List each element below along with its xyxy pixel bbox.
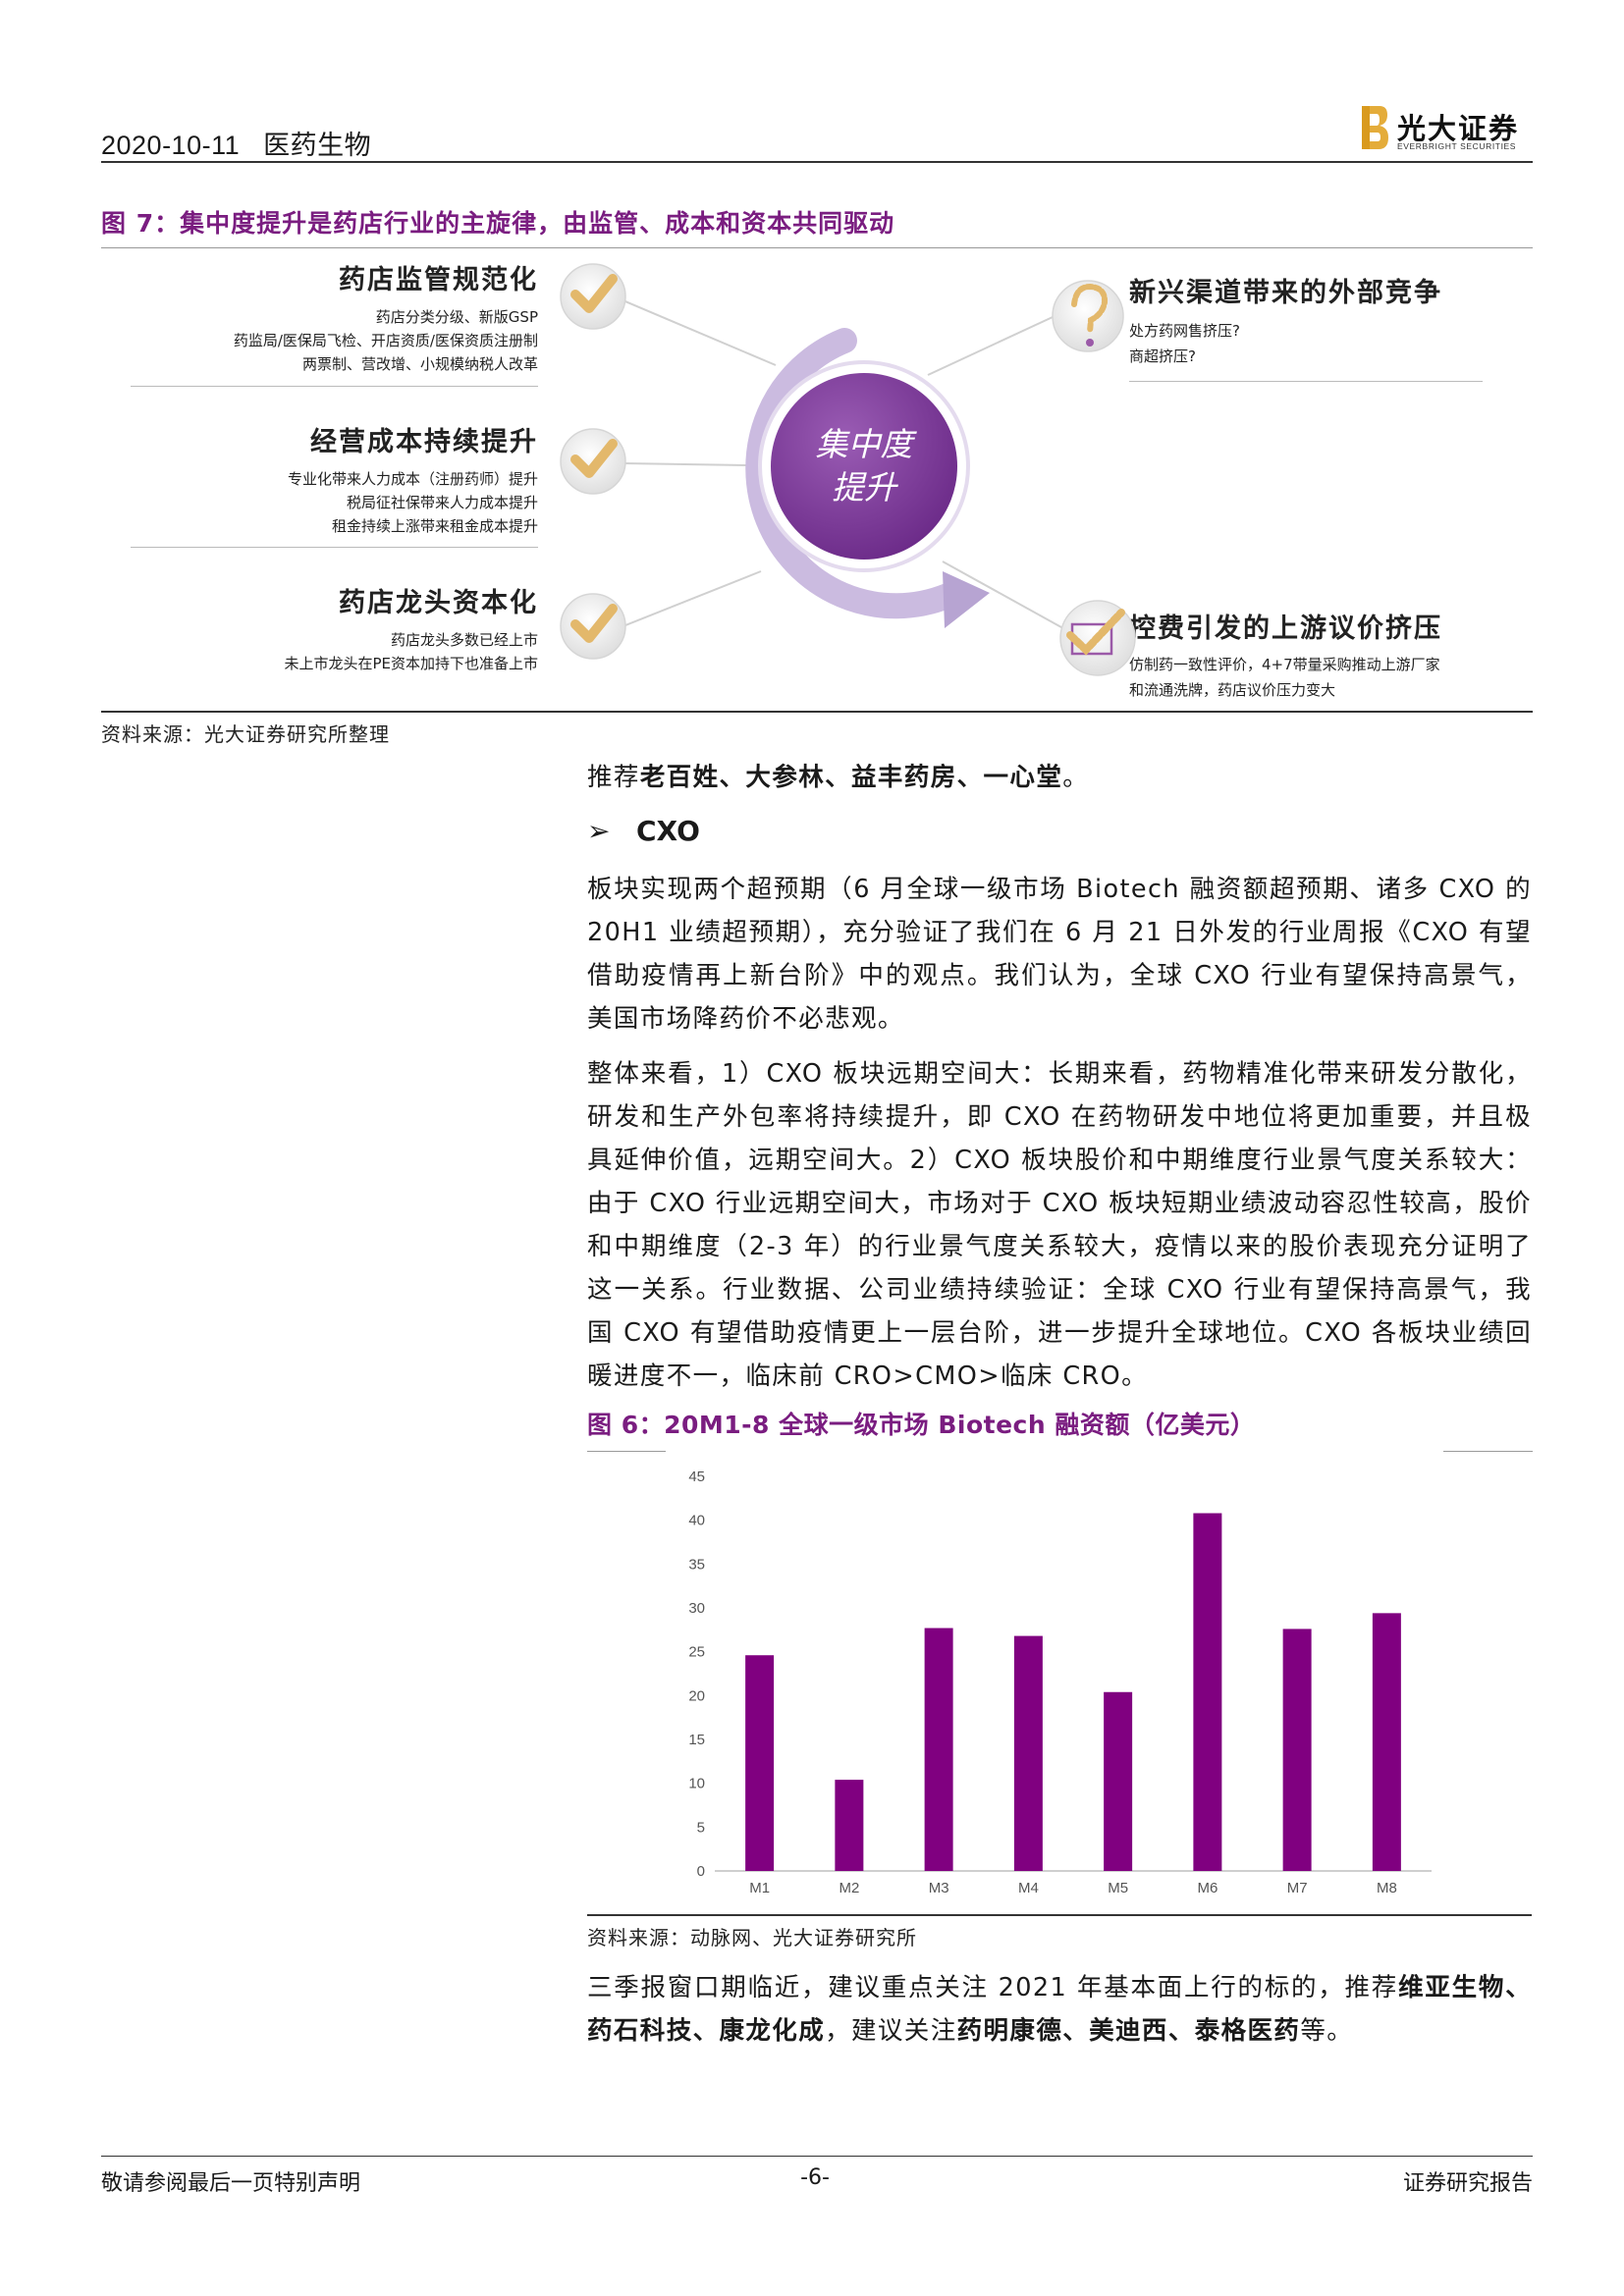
fig7-left-line-1-1: 药店分类分级、新版GSP [375,308,538,326]
fig7-left-line-3-2: 未上市龙头在PE资本加持下也准备上市 [284,655,538,672]
biotech-funding-chart: 0 5 10 15 20 25 30 35 40 45 M1 M2 M3 M4 M5 M6 M7 M8 [688,1468,1432,1896]
figure6-title: 图 6：20M1-8 全球一级市场 Biotech 融资额（亿美元） [587,1411,1256,1439]
center-circle [771,373,957,560]
page-number: -6- [800,2165,830,2190]
recommend-prefix: 推荐 [587,763,640,792]
fig7-right-head-1: 新兴渠道带来的外部竞争 [1129,278,1442,308]
bar-m7 [1282,1629,1312,1871]
y-tick-label: 0 [697,1863,705,1880]
bar-m8 [1372,1613,1401,1871]
y-tick-label: 10 [688,1776,705,1792]
header-date: 2020-10-11 [101,131,241,160]
y-tick-label: 25 [688,1644,705,1661]
x-tick-label: M1 [749,1880,770,1896]
x-tick-label: M7 [1287,1880,1308,1896]
check-circle-icon [560,263,626,330]
y-tick-label: 30 [688,1600,705,1617]
header-sector: 医药生物 [263,131,372,160]
bar-m5 [1104,1691,1133,1871]
cxo-paragraph-2: 整体来看，1）CXO 板块远期空间大：长期来看，药物精准化带来研发分散化，研发和… [587,1059,1532,1391]
figure7-source: 资料来源：光大证券研究所整理 [101,722,390,746]
recommend-suffix: 。 [1062,763,1090,792]
fig7-left-line-2-2: 税局征社保带来人力成本提升 [346,494,538,511]
fig7-right-sep-1 [1129,381,1483,382]
logo-en: EVERBRIGHT SECURITIES [1397,141,1517,151]
header-date-sector: 2020-10-11 医药生物 [101,124,371,162]
connector-line [620,462,747,466]
header-rule [101,161,1533,163]
y-tick-label: 20 [688,1687,705,1704]
fig7-right-line-2-1: 仿制药一致性评价，4+7带量采购推动上游厂家 [1129,656,1440,673]
logo-mark-icon [1362,106,1388,149]
figure7-top-rule [101,247,1533,248]
recommend-paragraph: 推荐老百姓、大参林、益丰药房、一心堂。 [587,756,1532,799]
x-tick-label: M3 [929,1880,949,1896]
x-tick-label: M5 [1108,1880,1128,1896]
center-label-1: 集中度 [816,425,918,463]
bar-m3 [924,1628,953,1871]
figure6-bottom-rule [587,1914,1532,1916]
p3-watch-names: 药明康德、美迪西、泰格医药 [956,2016,1301,2046]
logo-name: 光大证券 [1397,112,1520,145]
fig7-left-sep-1 [131,386,538,387]
cxo-heading-row: ➢ CXO [587,815,700,847]
fig7-left-line-2-3: 租金持续上涨带来租金成本提升 [331,517,538,535]
fig7-left-line-1-3: 两票制、营改增、小规模纳税人改革 [301,355,538,373]
check-circle-icon [560,428,626,495]
fig7-right-head-2: 控费引发的上游议价挤压 [1129,614,1442,644]
p3-recommend-names: 维亚生物、药石科技、康龙化成 [587,1973,1532,2046]
y-tick-label: 15 [688,1732,705,1748]
footer-report-type: 证券研究报告 [1402,2171,1533,2196]
x-tick-label: M8 [1377,1880,1397,1896]
figure6-top-rule-right [1443,1451,1533,1452]
p3-text-e: 等。 [1300,2016,1354,2046]
arc-arrow-icon [943,571,990,628]
p3-text-a: 三季报窗口期临近，建议重点关注 2021 年基本面上行的标的，推荐 [587,1973,1399,2002]
cycle-arc [745,328,960,619]
figure6-top-rule-left [587,1451,666,1452]
footer-rule [101,2156,1533,2157]
fig7-right-line-1-2: 商超挤压? [1129,347,1196,365]
check-circle-icon [560,593,626,660]
connector-line [942,561,1071,633]
cxo-heading: CXO [636,815,700,847]
fig7-right-line-2-2: 和流通洗牌，药店议价压力变大 [1129,681,1336,699]
fig7-left-head-2: 经营成本持续提升 [310,427,538,457]
figure7-bottom-rule [101,711,1533,713]
fig7-right-line-1-1: 处方药网售挤压? [1129,322,1240,340]
y-tick-label: 5 [697,1819,705,1836]
y-tick-label: 35 [688,1556,705,1573]
concentration-diagram: 集中度 提升 [560,263,1136,676]
connector-line [620,570,762,628]
bullet-arrow-icon: ➢ [587,815,611,847]
fig7-left-line-2-1: 专业化带来人力成本（注册药师）提升 [287,470,538,488]
bar-m6 [1193,1513,1222,1871]
x-tick-label: M2 [839,1880,859,1896]
fig7-left-line-1-2: 药监局/医保局飞检、开店资质/医保资质注册制 [233,332,538,349]
recommend-names: 老百姓、大参林、益丰药房、一心堂 [639,763,1063,792]
bar-m1 [745,1655,775,1871]
recommend-paragraph-2: 三季报窗口期临近，建议重点关注 2021 年基本面上行的标的，推荐维亚生物、药石… [587,1966,1532,2053]
y-tick-label: 40 [688,1513,705,1529]
fig7-left-line-3-1: 药店龙头多数已经上市 [390,631,538,649]
center-label-2: 提升 [832,468,898,507]
y-tick-label: 45 [688,1468,705,1485]
cxo-paragraph-1: 板块实现两个超预期（6 月全球一级市场 Biotech 融资额超预期、诸多 CX… [587,875,1532,1034]
checkbox-circle-icon [1059,600,1136,676]
company-logo: 光大证券 EVERBRIGHT SECURITIES [1360,104,1533,155]
x-tick-label: M4 [1018,1880,1039,1896]
x-tick-label: M6 [1197,1880,1218,1896]
connector-line [620,298,777,366]
footer-disclaimer: 敬请参阅最后一页特别声明 [101,2171,361,2196]
question-circle-icon [1052,280,1124,352]
fig7-left-head-1: 药店监管规范化 [339,265,538,295]
bar-m4 [1013,1635,1043,1871]
fig7-left-sep-2 [131,547,538,548]
p3-text-c: ，建议关注 [825,2016,957,2046]
figure6-source: 资料来源：动脉网、光大证券研究所 [587,1926,917,1949]
connector-line [927,310,1066,376]
bar-m2 [835,1780,864,1871]
fig7-left-head-3: 药店龙头资本化 [339,588,538,618]
figure7-title: 图 7：集中度提升是药店行业的主旋律，由监管、成本和资本共同驱动 [101,209,895,238]
